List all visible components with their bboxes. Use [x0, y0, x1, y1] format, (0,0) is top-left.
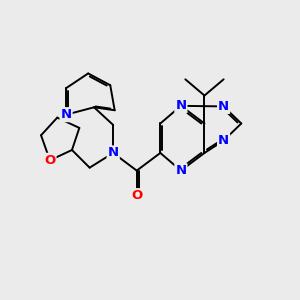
Text: N: N — [61, 108, 72, 121]
Text: N: N — [108, 146, 119, 159]
Text: N: N — [176, 164, 187, 177]
Text: N: N — [176, 99, 187, 112]
Text: O: O — [131, 189, 142, 202]
Text: O: O — [44, 154, 56, 167]
Text: N: N — [218, 134, 229, 147]
Text: N: N — [218, 100, 229, 113]
